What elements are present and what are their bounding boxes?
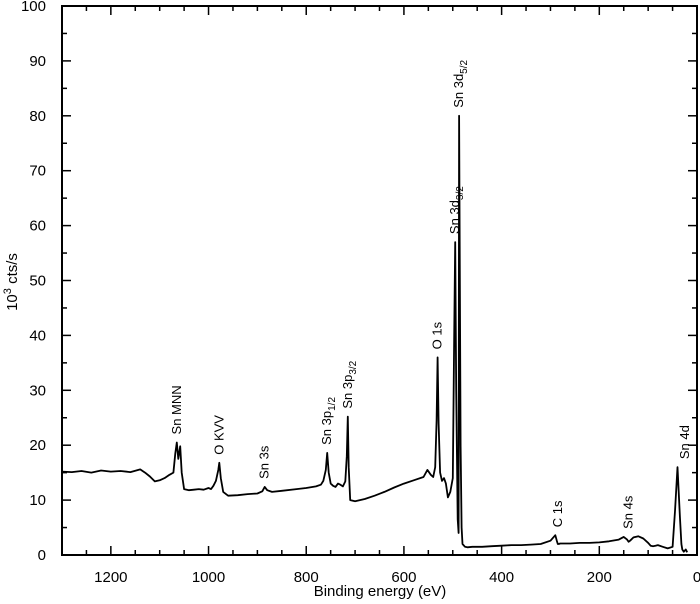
- spectrum-line: [61, 114, 689, 553]
- x-axis-ticks: 1200 1000 800 600 400 200 0: [61, 6, 700, 586]
- peak-label: O 1s: [430, 321, 445, 349]
- y-tick-label: 60: [29, 218, 46, 235]
- x-tick-label: 0: [693, 569, 700, 586]
- x-tick-label: 200: [587, 569, 612, 586]
- peak-label: Sn 3s: [257, 445, 272, 479]
- y-tick-label: 80: [29, 108, 46, 125]
- plot-border: [61, 5, 698, 556]
- peak-label: Sn 3p1/2: [319, 397, 338, 445]
- y-tick-label: 0: [38, 547, 46, 564]
- plot-frame: [61, 5, 698, 556]
- y-axis-title: 103 cts/s: [2, 253, 21, 311]
- x-tick-label: 400: [489, 569, 514, 586]
- y-tick-label: 30: [29, 382, 46, 399]
- x-tick-label: 1000: [192, 569, 225, 586]
- spectrum-polyline: [61, 114, 689, 553]
- y-tick-label: 40: [29, 327, 46, 344]
- peak-label: Sn 4d: [677, 425, 692, 459]
- y-tick-label: 10: [29, 492, 46, 509]
- peak-label: Sn 3d3/2: [447, 186, 466, 234]
- y-axis-ticks: 0 10 20 30 40 50 60 70 80 90 100: [21, 0, 697, 564]
- peak-label: Sn 4s: [621, 495, 636, 529]
- y-tick-label: 90: [29, 53, 46, 70]
- peak-label: Sn 3p3/2: [340, 360, 359, 408]
- x-tick-label: 800: [294, 569, 319, 586]
- y-tick-label: 50: [29, 273, 46, 290]
- peak-annotations: Sn MNN O KVV Sn 3s Sn 3p1/2 Sn 3p3/2 O 1s Sn 3…: [169, 59, 692, 528]
- peak-label: Sn MNN: [169, 385, 184, 434]
- y-tick-label: 70: [29, 163, 46, 180]
- y-tick-label: 20: [29, 437, 46, 454]
- x-tick-label: 1200: [94, 569, 127, 586]
- peak-label: C 1s: [550, 500, 565, 527]
- peak-label: O KVV: [211, 415, 226, 455]
- peak-label: Sn 3d5/2: [451, 59, 470, 107]
- y-tick-label: 100: [21, 0, 46, 15]
- x-tick-label: 600: [391, 569, 416, 586]
- x-axis-title: Binding energy (eV): [314, 583, 447, 600]
